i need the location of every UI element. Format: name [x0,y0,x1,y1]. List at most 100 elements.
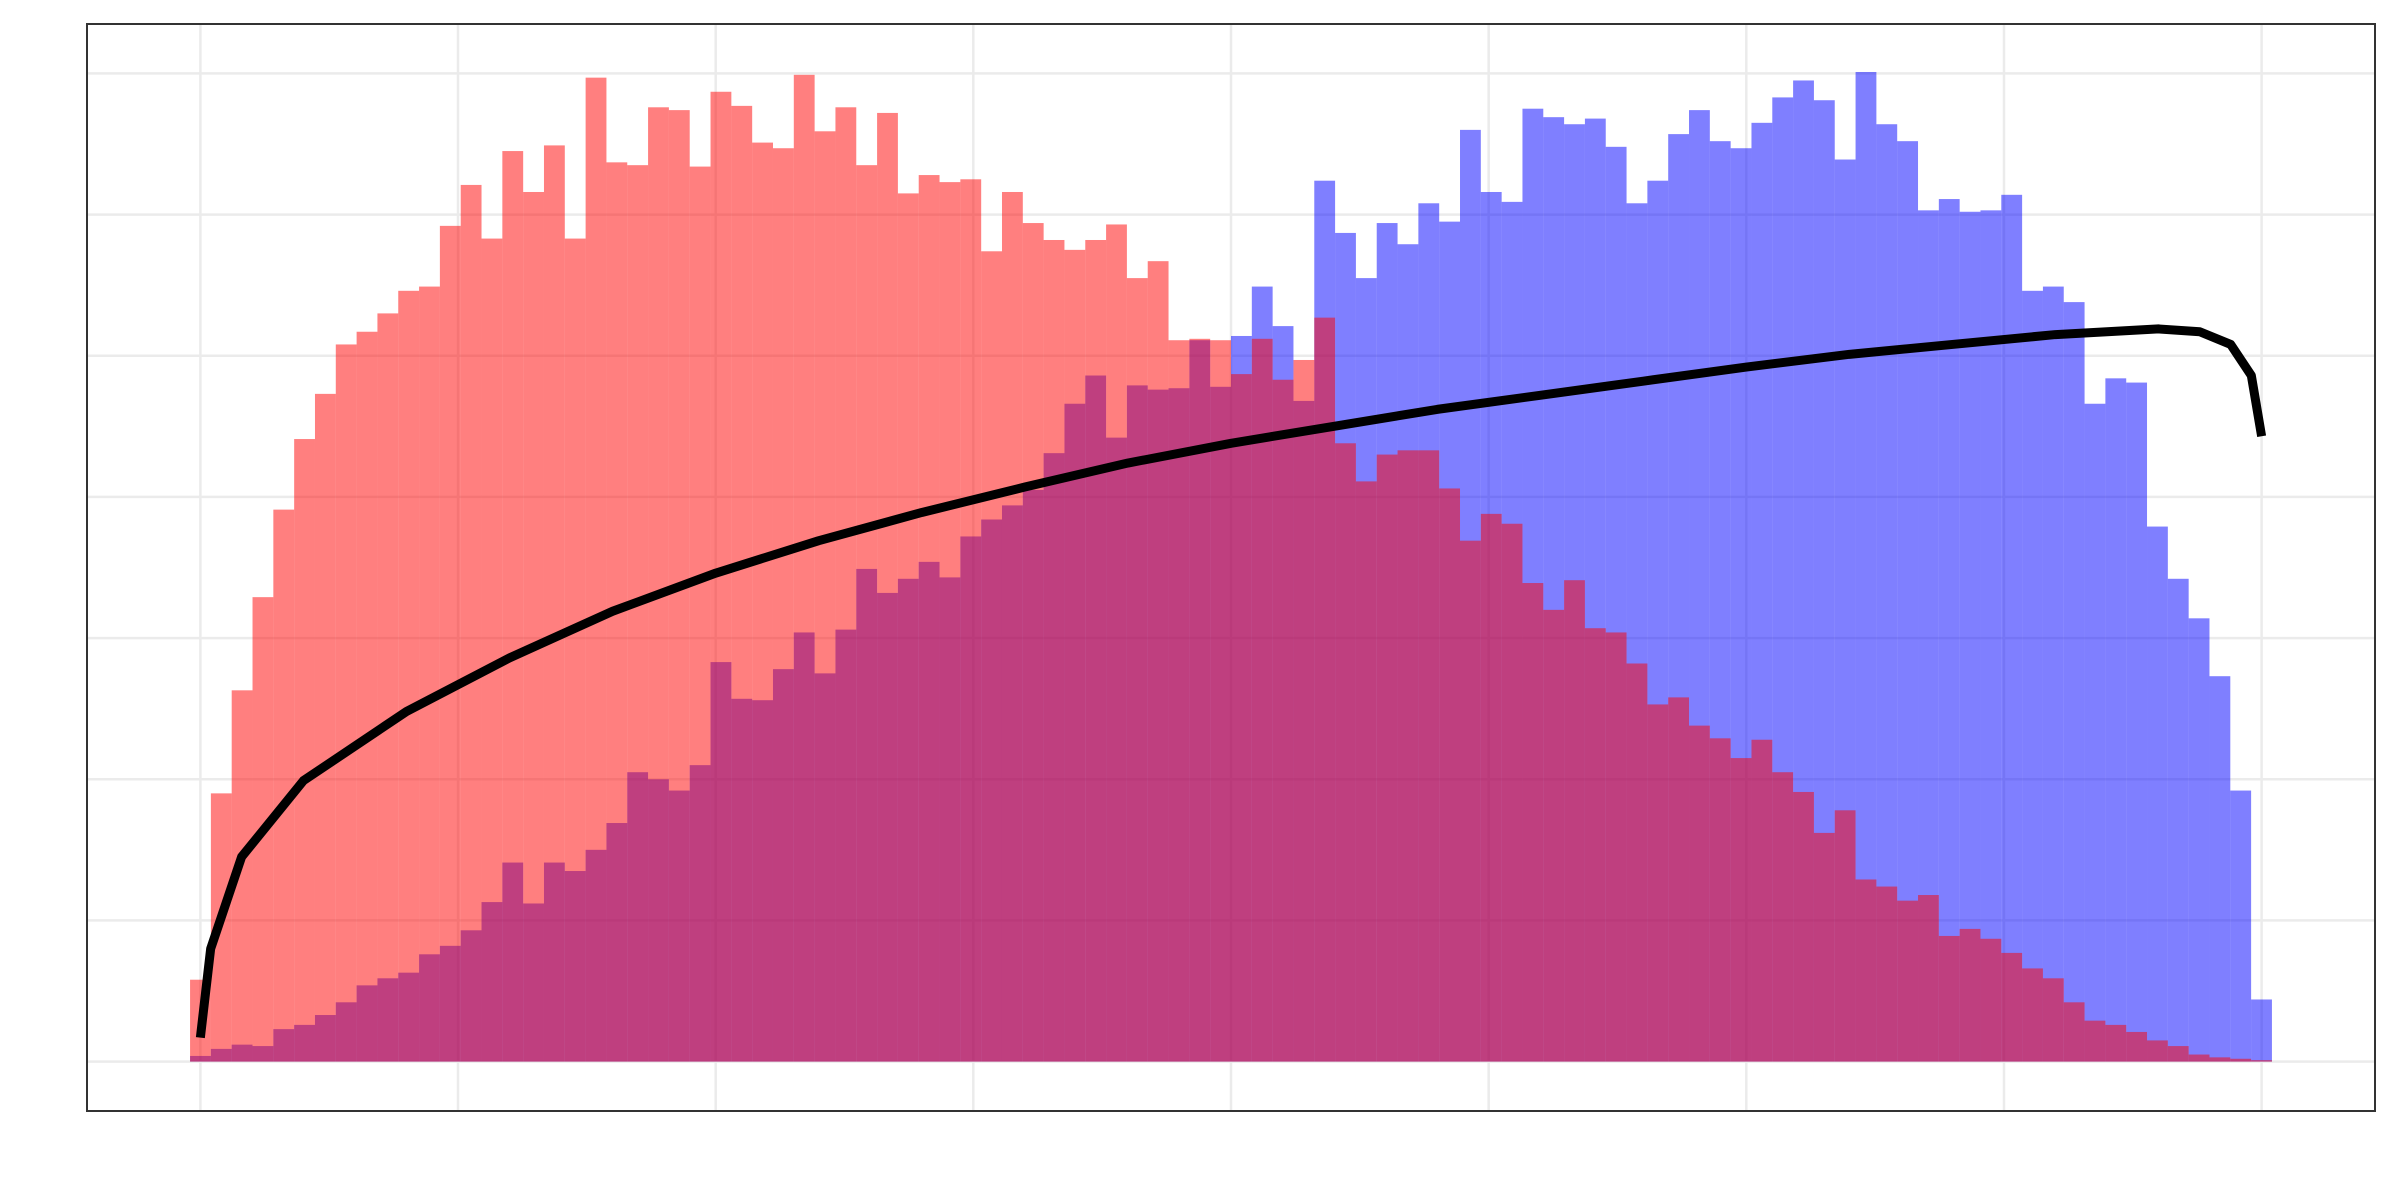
histogram-bar [814,131,836,1062]
histogram-bar [1439,488,1461,1062]
histogram-bar [1959,211,1981,1062]
histogram-bar [1335,443,1356,1062]
histogram-bar [2188,618,2210,1062]
histogram-bar [2022,290,2043,1062]
histogram-bar [1376,454,1398,1062]
histogram-bar [2001,194,2023,1062]
histogram-bar [1730,758,1752,1062]
histogram-bar [1355,481,1377,1062]
histogram-bar [1189,338,1211,1062]
histogram-bar [856,165,878,1062]
histogram-bar [918,175,940,1062]
histogram-bar [1251,338,1273,1062]
histogram-bar [2251,1060,2272,1062]
histogram-bar [1480,513,1502,1062]
histogram-bar [2209,1057,2231,1062]
histogram-bar [960,179,982,1062]
histogram-bar [2188,1054,2210,1062]
histogram-bar [294,439,315,1062]
histogram-bar [1897,900,1919,1062]
histogram-bar [585,77,607,1062]
histogram-bar [877,112,898,1062]
histogram-bar [2126,1031,2148,1062]
histogram-bar [1210,340,1231,1062]
histogram-bar [689,166,711,1062]
histogram-bar [1918,895,1939,1062]
histogram-bar [1501,523,1523,1062]
histogram-bar [1876,886,1898,1062]
histogram-bar [2230,1058,2252,1062]
histogram-bar [1460,540,1481,1062]
histogram-bar [835,107,857,1062]
histogram-bar [2084,403,2106,1062]
histogram-bar [543,145,565,1062]
curve [195,324,2267,1039]
histogram-bar [1001,191,1023,1062]
histogram-bar [2105,378,2127,1062]
histogram-bar [1418,450,1440,1062]
histogram-bar [752,142,773,1062]
histogram-bar [1064,249,1086,1062]
histogram-bar [2042,286,2064,1062]
histogram-bar [2167,578,2189,1062]
histogram-bar [1959,928,1981,1062]
histogram-bar [2105,1024,2127,1062]
histogram-bar [2022,968,2043,1062]
histogram-bar [1626,663,1648,1062]
histogram-bar [564,238,586,1062]
histogram-bar [1126,278,1148,1062]
histogram-bar [523,191,544,1062]
histogram-bar [1106,224,1127,1062]
histogram-bar [1272,379,1294,1062]
histogram-bar [2209,676,2231,1062]
histogram-bar [1897,141,1919,1062]
histogram-bar [398,290,420,1062]
histogram-bar [1793,791,1814,1062]
histogram-bar [1855,879,1877,1062]
histogram-bar [1605,632,1627,1062]
histogram-bar [1314,317,1336,1062]
histogram-bar [731,105,753,1062]
histogram-bar [1168,340,1190,1062]
histogram-bar [1918,210,1939,1062]
histogram-bar [981,251,1002,1062]
histogram-bar [939,182,961,1062]
histogram-bar [1397,450,1419,1062]
histogram-bar [460,184,482,1062]
histogram-bar [1085,239,1107,1062]
histogram-bar [1876,124,1898,1062]
histogram-bar [2147,526,2168,1062]
histogram-bar [1522,583,1544,1062]
histogram-bar [1043,239,1065,1062]
histogram-bar [1855,71,1877,1062]
histogram-bar [1772,772,1794,1062]
histogram-bar [439,225,461,1062]
histogram-bar [2063,1002,2085,1062]
histogram-bar [710,91,732,1062]
histogram-bar [1689,725,1710,1062]
histogram-bar [1709,738,1731,1062]
histogram-bar [1813,832,1835,1062]
histogram-bar [793,74,815,1062]
histogram-bar [897,193,919,1062]
histogram-bar [1751,739,1773,1062]
histogram-bar [1584,628,1606,1062]
histogram-bar [1147,261,1169,1062]
histogram-bar [273,509,295,1062]
histogram-bar [2251,999,2272,1062]
histogram-bar [1647,704,1669,1062]
histogram-bar [2147,1040,2168,1062]
histogram-bar [2084,1020,2106,1062]
histogram-bar [1564,580,1585,1062]
histogram-bar [481,238,503,1062]
histogram-bar [2167,1046,2189,1062]
histogram-bar [314,393,336,1062]
histogram-bar [1668,697,1690,1062]
histogram-bar [377,313,399,1062]
histogram-bar [1938,199,1960,1062]
histogram-bar [2230,790,2252,1062]
histogram-bar [231,690,253,1062]
histogram-bar [2001,952,2023,1062]
